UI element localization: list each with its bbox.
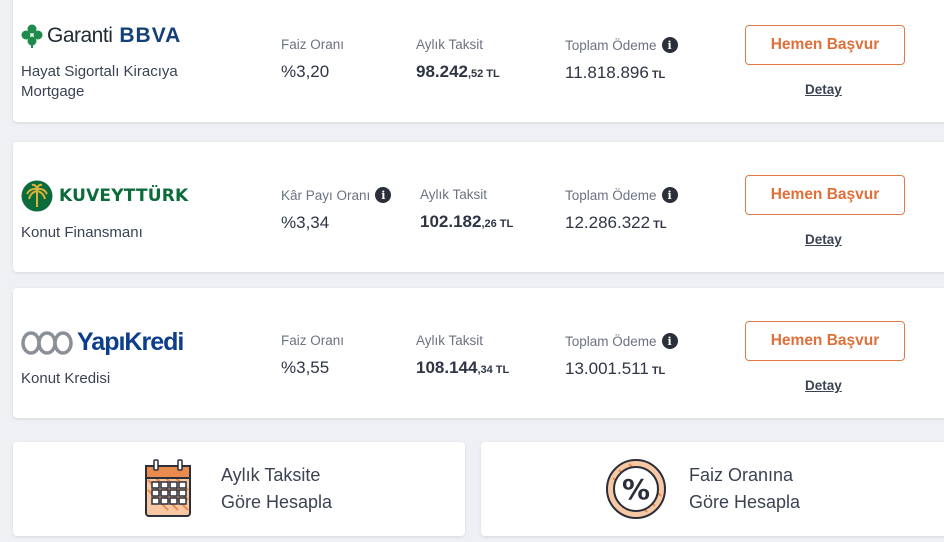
total-label-row: Toplam Ödeme i [565,333,678,349]
rate-calculator-label: Faiz Oranına Göre Hesapla [689,462,800,516]
total-amount: 11.818.896 [565,63,649,82]
installment-value: 98.242,52 TL [416,62,500,82]
installment-calculator-label: Aylık Taksite Göre Hesapla [221,462,332,516]
installment-unit: TL [495,364,510,376]
product-name: Hayat Sigortalı Kiracıya Mortgage [21,63,178,100]
total-label: Toplam Ödeme [565,333,657,349]
percent-glyph: % [621,472,651,506]
offer-card-kuveytturk: KUVEYTTÜRK Konut Finansmanı Kâr Payı Ora… [13,142,944,272]
rate-label: Faiz Oranı [281,333,345,348]
total-column: Toplam Ödeme i 11.818.896 TL [565,37,678,83]
installment-label: Aylık Taksit [416,37,484,52]
total-unit: TL [651,365,666,377]
garanti-clover-icon [21,24,43,48]
apply-button[interactable]: Hemen Başvur [745,175,905,215]
installment-int: 98.242 [416,62,468,81]
installment-dec: ,52 [468,68,484,80]
installment-column: Aylık Taksit 98.242,52 TL [416,37,500,82]
offer-card-garanti: Garanti BBVA Hayat Sigortalı Kiracıya Mo… [13,0,944,122]
offer-card-yapikredi: YapıKredi Konut Kredisi Faiz Oranı %3,55… [13,288,944,418]
rate-label-row: Kâr Payı Oranı i [281,187,392,203]
total-value: 11.818.896 TL [565,63,678,83]
installment-value: 102.182,26 TL [420,212,513,232]
bbva-logo-text: BBVA [119,24,182,47]
product-name: Konut Kredisi [21,370,111,387]
calendar-icon [145,459,191,517]
installment-column: Aylık Taksit 108.144,34 TL [416,333,509,378]
percent-icon [606,459,666,519]
total-column: Toplam Ödeme i 12.286.322 TL [565,187,678,233]
detail-link[interactable]: Detay [805,82,842,97]
yapikredi-mark-icon [21,330,73,355]
info-icon[interactable]: i [661,37,678,53]
apply-button[interactable]: Hemen Başvur [745,25,905,65]
total-label-row: Toplam Ödeme i [565,187,678,203]
garanti-logo-text: Garanti [47,24,113,47]
calculator-line2: Göre Hesapla [221,492,333,512]
installment-unit: TL [499,218,514,230]
installment-dec: ,34 [477,364,493,376]
installment-value: 108.144,34 TL [416,358,509,378]
apply-button[interactable]: Hemen Başvur [745,321,905,361]
kuveytturk-logo: KUVEYTTÜRK [21,180,188,212]
product-name: Konut Finansmanı [21,224,143,241]
yapikredi-logo-text: YapıKredi [77,328,184,356]
detail-link[interactable]: Detay [805,378,842,393]
rate-label: Kâr Payı Oranı [281,187,371,203]
calculator-line1: Faiz Oranına [689,465,794,485]
rate-calculator-card[interactable]: % Faiz Oranına Göre Hesapla [481,442,944,536]
rate-column: Kâr Payı Oranı i %3,34 [281,187,392,233]
installment-int: 102.182 [420,212,482,231]
calculator-line1: Aylık Taksite [221,465,321,485]
garanti-bbva-logo: Garanti BBVA [21,24,181,48]
kuveytturk-logo-text: KUVEYTTÜRK [59,186,189,206]
rate-value: %3,20 [281,62,330,81]
installment-calculator-card[interactable]: Aylık Taksite Göre Hesapla [13,442,465,536]
rate-value: %3,34 [281,213,330,232]
installment-label: Aylık Taksit [420,187,488,202]
rate-column: Faiz Oranı %3,55 [281,333,344,378]
info-icon[interactable]: i [375,187,392,203]
total-column: Toplam Ödeme i 13.001.511 TL [565,333,678,379]
installment-label: Aylık Taksit [416,333,484,348]
rate-value: %3,55 [281,358,330,377]
yapikredi-logo: YapıKredi [21,328,184,357]
kuveytturk-palm-icon [21,180,53,212]
total-unit: TL [653,219,667,231]
total-value: 13.001.511 TL [565,359,678,379]
total-value: 12.286.322 TL [565,213,678,233]
rate-column: Faiz Oranı %3,20 [281,37,344,82]
installment-unit: TL [486,68,500,80]
total-label: Toplam Ödeme [565,37,657,53]
total-amount: 13.001.511 [565,359,649,378]
total-label-row: Toplam Ödeme i [565,37,678,53]
info-icon[interactable]: i [661,187,678,203]
total-unit: TL [651,69,666,81]
total-label: Toplam Ödeme [565,187,657,203]
info-icon[interactable]: i [661,333,678,349]
installment-column: Aylık Taksit 102.182,26 TL [420,187,513,232]
installment-dec: ,26 [481,218,497,230]
rate-label: Faiz Oranı [281,37,345,52]
installment-int: 108.144 [416,358,478,377]
detail-link[interactable]: Detay [805,232,842,247]
total-amount: 12.286.322 [565,213,651,232]
calculator-line2: Göre Hesapla [689,492,801,512]
